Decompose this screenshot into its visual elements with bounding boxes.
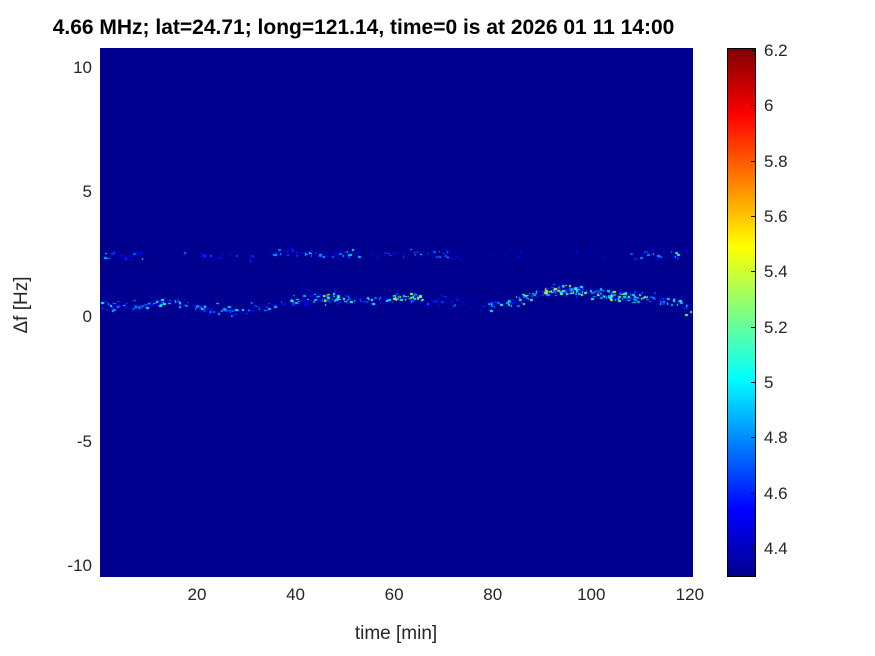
- colorbar-tick-mark: [751, 548, 755, 549]
- x-tick-label: 40: [286, 585, 306, 604]
- colorbar-tick-label: 5.6: [764, 206, 788, 226]
- x-tick-label: 100: [577, 585, 606, 604]
- x-tick-label: 80: [483, 585, 503, 604]
- x-tick-label: 60: [384, 585, 404, 604]
- y-tick-label: -10: [67, 556, 92, 576]
- colorbar-tick-mark: [751, 161, 755, 162]
- colorbar-tick-mark: [751, 50, 755, 51]
- x-tick-label: 120: [675, 585, 705, 604]
- colorbar-tick-label: 4.6: [764, 483, 788, 503]
- colorbar-tick-label: 5.8: [764, 151, 788, 171]
- colorbar-tick-mark: [751, 271, 755, 272]
- colorbar-tick-label: 5.4: [764, 262, 788, 282]
- colorbar-tick-label: 5.2: [764, 317, 788, 337]
- colorbar-tick-label: 4.4: [764, 538, 788, 558]
- plot-title: 4.66 MHz; lat=24.71; long=121.14, time=0…: [52, 16, 675, 39]
- colorbar: [727, 48, 756, 577]
- colorbar-tick-mark: [751, 216, 755, 217]
- x-axis-label: time [min]: [354, 623, 438, 644]
- colorbar-tick-mark: [751, 437, 755, 438]
- y-tick-label: 10: [73, 57, 92, 77]
- colorbar-tick-label: 4.8: [764, 428, 788, 448]
- y-tick-label: -5: [76, 431, 92, 451]
- heatmap-canvas: [100, 48, 693, 577]
- colorbar-tick-mark: [751, 493, 755, 494]
- colorbar-tick-label: 6.2: [764, 40, 788, 60]
- x-tick-label: 20: [187, 585, 207, 604]
- y-axis-label-text: Δf [Hz]: [11, 276, 32, 334]
- colorbar-tick-mark: [751, 327, 755, 328]
- colorbar-tick-mark: [751, 105, 755, 106]
- colorbar-tick-mark: [751, 382, 755, 383]
- y-tick-label: 0: [82, 306, 92, 326]
- colorbar-tick-label: 6: [764, 96, 774, 116]
- colorbar-tick-label: 5: [764, 372, 774, 392]
- y-tick-label: 5: [82, 182, 92, 202]
